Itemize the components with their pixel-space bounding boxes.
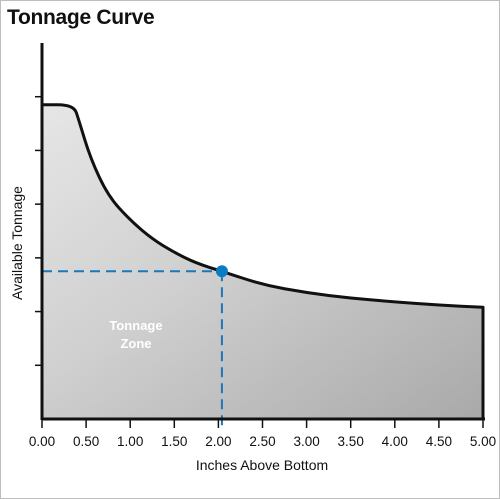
x-tick-label: 1.50 <box>161 434 187 449</box>
zone-label-line1: Tonnage <box>109 318 162 333</box>
x-tick-label: 2.00 <box>205 434 231 449</box>
y-axis-label: Available Tonnage <box>9 186 25 300</box>
x-tick-label: 1.00 <box>117 434 143 449</box>
x-tick-label: 2.50 <box>249 434 275 449</box>
x-tick-label: 3.50 <box>338 434 364 449</box>
tonnage-curve-line <box>41 103 485 419</box>
operating-point-marker <box>215 265 228 278</box>
x-tick-label: 4.00 <box>382 434 408 449</box>
tonnage-zone-area <box>42 104 483 420</box>
x-tick-label: 3.00 <box>293 434 319 449</box>
x-tick-label: 0.50 <box>73 434 99 449</box>
chart-title: Tonnage Curve <box>7 6 155 29</box>
x-tick-label: 5.00 <box>470 434 496 449</box>
x-axis-label: Inches Above Bottom <box>196 457 328 473</box>
x-tick-label: 4.50 <box>426 434 452 449</box>
x-tick-label: 0.00 <box>29 434 55 449</box>
zone-label-line2: Zone <box>120 336 151 351</box>
